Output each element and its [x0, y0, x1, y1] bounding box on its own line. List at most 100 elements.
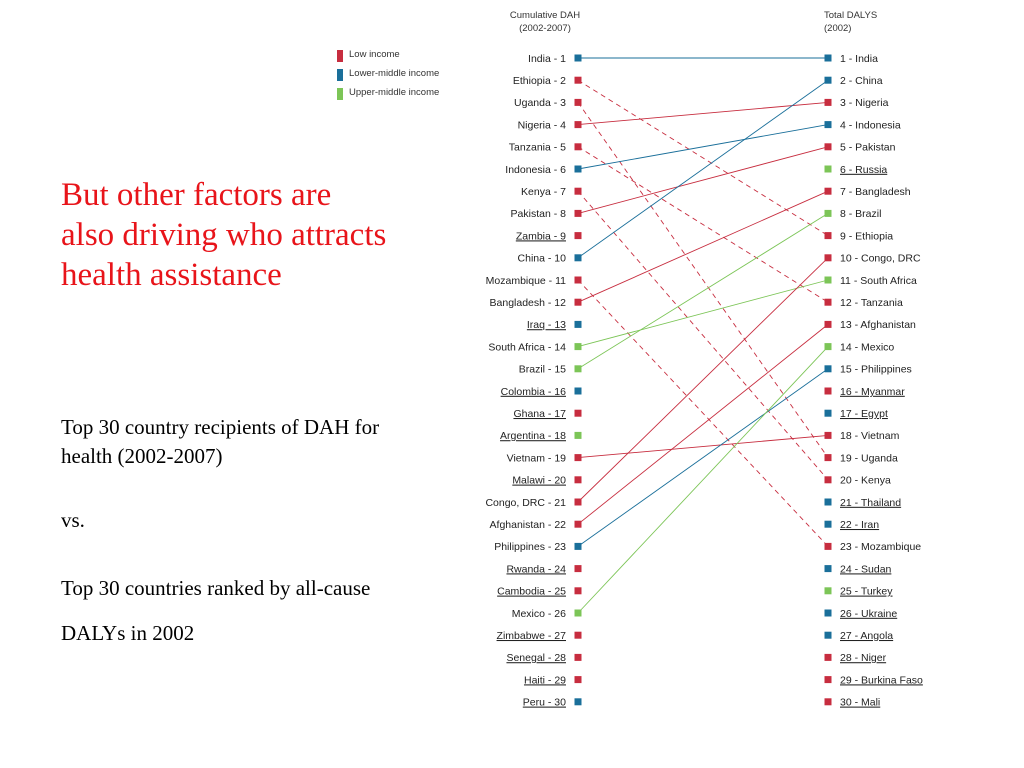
- right-marker-tanzania: [824, 298, 832, 306]
- right-label-philippines: 15 - Philippines: [840, 364, 912, 376]
- right-labels: 1 - India 2 - China 3 - Nigeria 4 - Indones…: [840, 53, 923, 709]
- left-label-zambia: Zambia - 9: [516, 230, 566, 242]
- left-marker-haiti: [574, 676, 582, 684]
- versus-text: vs.: [61, 508, 85, 532]
- connection-china: [577, 79, 829, 259]
- left-label-kenya: Kenya - 7: [521, 186, 566, 198]
- legend-swatch-lower-middle-income: [337, 69, 343, 81]
- left-marker-colombia: [574, 387, 582, 395]
- left-label-india: India - 1: [528, 53, 566, 65]
- left-label-senegal: Senegal - 28: [506, 652, 566, 664]
- left-label-ghana: Ghana - 17: [513, 408, 566, 420]
- left-marker-afghanistan: [574, 520, 582, 528]
- left-label-malawi: Malawi - 20: [512, 475, 566, 487]
- right-marker-thailand: [824, 498, 832, 506]
- right-marker-angola: [824, 631, 832, 639]
- right-marker-uganda: [824, 454, 832, 462]
- connection-mexico: [577, 346, 829, 614]
- connection-congo-drc: [577, 257, 829, 503]
- left-label-argentina: Argentina - 18: [500, 430, 566, 442]
- left-label-rwanda: Rwanda - 24: [506, 563, 566, 575]
- left-label-zimbabwe: Zimbabwe - 27: [497, 630, 567, 642]
- left-marker-uganda: [574, 98, 582, 106]
- right-marker-ethiopia: [824, 232, 832, 240]
- left-marker-argentina: [574, 431, 582, 439]
- left-marker-mexico: [574, 609, 582, 617]
- right-marker-brazil: [824, 209, 832, 217]
- right-marker-sudan: [824, 565, 832, 573]
- left-marker-iraq: [574, 320, 582, 328]
- right-label-indonesia: 4 - Indonesia: [840, 119, 901, 131]
- right-marker-mozambique: [824, 542, 832, 550]
- right-label-russia: 6 - Russia: [840, 164, 887, 176]
- right-label-ukraine: 26 - Ukraine: [840, 608, 897, 620]
- left-label-mozambique: Mozambique - 11: [486, 275, 567, 287]
- right-label-burkina-faso: 29 - Burkina Faso: [840, 674, 923, 686]
- left-label-cambodia: Cambodia - 25: [497, 586, 566, 598]
- left-marker-bangladesh: [574, 298, 582, 306]
- right-label-china: 2 - China: [840, 75, 883, 87]
- left-marker-senegal: [574, 653, 582, 661]
- left-label-iraq: Iraq - 13: [527, 319, 566, 331]
- right-label-south-africa: 11 - South Africa: [840, 275, 917, 287]
- left-label-bangladesh: Bangladesh - 12: [490, 297, 567, 309]
- left-marker-kenya: [574, 187, 582, 195]
- right-label-congo-drc: 10 - Congo, DRC: [840, 253, 921, 265]
- left-marker-china: [574, 254, 582, 262]
- left-label-nigeria: Nigeria - 4: [518, 119, 567, 131]
- right-marker-indonesia: [824, 121, 832, 129]
- right-marker-nigeria: [824, 98, 832, 106]
- right-marker-egypt: [824, 409, 832, 417]
- right-marker-ukraine: [824, 609, 832, 617]
- left-label-philippines: Philippines - 23: [494, 541, 566, 553]
- right-marker-kenya: [824, 476, 832, 484]
- right-marker-pakistan: [824, 143, 832, 151]
- connection-brazil: [577, 213, 829, 370]
- right-markers: [824, 54, 832, 706]
- right-marker-mexico: [824, 343, 832, 351]
- left-marker-tanzania: [574, 143, 582, 151]
- left-label-colombia: Colombia - 16: [501, 386, 567, 398]
- right-label-iran: 22 - Iran: [840, 519, 879, 531]
- daly-description: Top 30 countries ranked by all-cause DAL…: [61, 576, 371, 645]
- connection-tanzania: [577, 146, 829, 303]
- connection-south-africa: [577, 279, 829, 348]
- right-label-kenya: 20 - Kenya: [840, 475, 891, 487]
- connection-uganda: [577, 102, 829, 458]
- left-label-afghanistan: Afghanistan - 22: [490, 519, 567, 531]
- left-marker-vietnam: [574, 454, 582, 462]
- left-label-south-africa: South Africa - 14: [488, 341, 566, 353]
- dah-description: Top 30 country recipients of DAH for hea…: [61, 415, 380, 468]
- right-marker-russia: [824, 165, 832, 173]
- connection-kenya: [577, 190, 829, 481]
- left-label-ethiopia: Ethiopia - 2: [513, 75, 566, 87]
- right-marker-philippines: [824, 365, 832, 373]
- left-column-header-line-1: Cumulative DAH: [510, 10, 580, 21]
- right-label-uganda: 19 - Uganda: [840, 452, 898, 464]
- left-markers: [574, 54, 582, 706]
- right-marker-south-africa: [824, 276, 832, 284]
- left-label-haiti: Haiti - 29: [524, 674, 566, 686]
- left-marker-india: [574, 54, 582, 62]
- left-marker-congo-drc: [574, 498, 582, 506]
- right-label-mali: 30 - Mali: [840, 697, 880, 709]
- legend-swatch-upper-middle-income: [337, 88, 343, 100]
- left-label-vietnam: Vietnam - 19: [507, 452, 566, 464]
- right-marker-vietnam: [824, 431, 832, 439]
- legend-label-lower-middle-income: Lower-middle income: [349, 68, 440, 79]
- right-label-pakistan: 5 - Pakistan: [840, 142, 896, 154]
- connection-vietnam: [577, 434, 829, 459]
- right-label-vietnam: 18 - Vietnam: [840, 430, 900, 442]
- right-label-myanmar: 16 - Myanmar: [840, 386, 905, 398]
- left-marker-malawi: [574, 476, 582, 484]
- left-marker-mozambique: [574, 276, 582, 284]
- left-label-tanzania: Tanzania - 5: [509, 142, 566, 154]
- left-marker-philippines: [574, 542, 582, 550]
- connection-indonesia: [577, 124, 829, 170]
- right-label-brazil: 8 - Brazil: [840, 208, 881, 220]
- left-marker-pakistan: [574, 209, 582, 217]
- right-marker-turkey: [824, 587, 832, 595]
- left-label-pakistan: Pakistan - 8: [511, 208, 567, 220]
- right-marker-congo-drc: [824, 254, 832, 262]
